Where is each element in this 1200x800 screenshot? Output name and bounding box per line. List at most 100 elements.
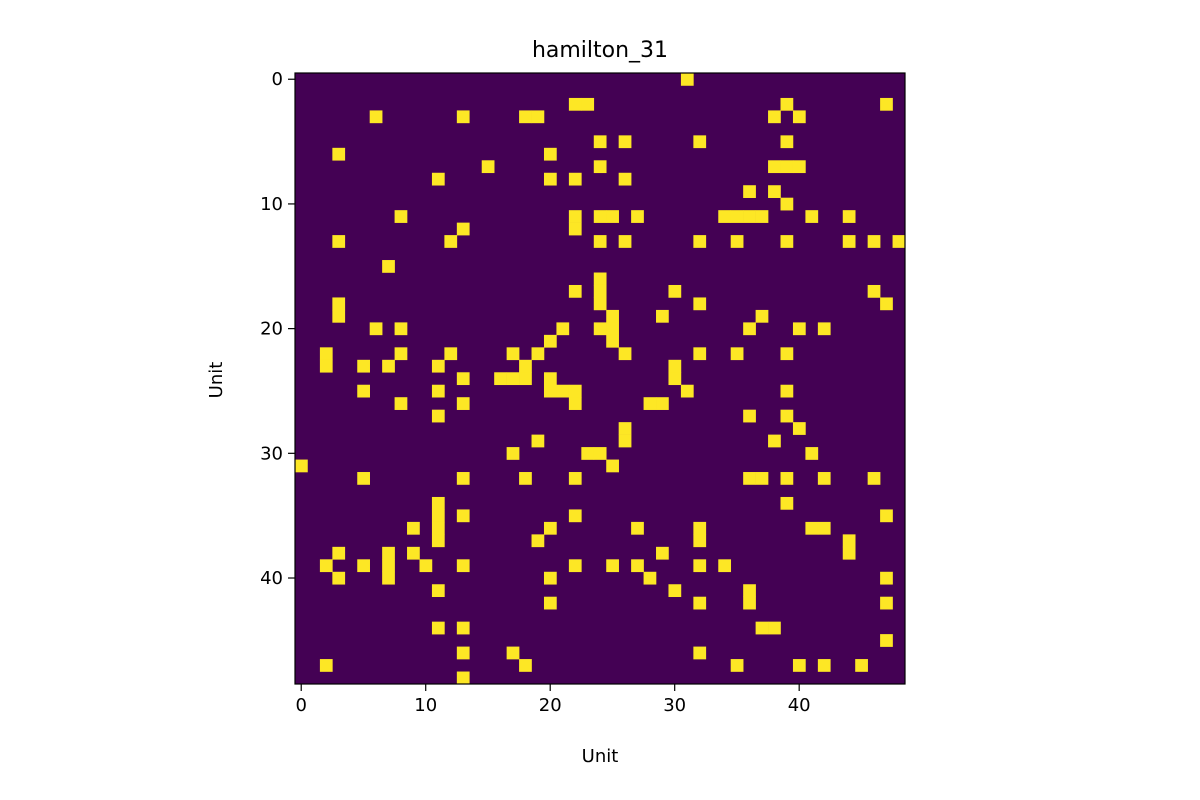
heatmap-cell [382,359,395,373]
heatmap-cell [842,235,856,248]
heatmap-cell [643,397,657,410]
x-tick-label: 10 [414,695,437,716]
x-axis-label: Unit [582,746,619,767]
heatmap-cell [319,359,333,373]
heatmap-cell [842,546,856,560]
heatmap-cell [456,397,470,410]
heatmap-cell [568,222,582,236]
heatmap-cell [656,309,669,323]
heatmap-cell [456,222,470,236]
heatmap-plot-area [294,72,906,685]
heatmap-cell [568,284,582,298]
heatmap-cell [768,185,781,198]
heatmap-cell [543,521,557,535]
heatmap-cell [668,584,682,598]
heatmap-cell [730,210,744,223]
heatmap-cell [568,472,582,485]
heatmap-cell [444,235,458,248]
heatmap-cell [543,172,557,186]
heatmap-cell [494,372,507,386]
heatmap-cell [780,347,794,361]
y-tick-label: 20 [260,319,283,340]
heatmap-cell [693,235,707,248]
heatmap-cell [718,559,732,573]
heatmap-cell [618,172,632,186]
heatmap-cell [519,359,532,373]
heatmap-cell [531,347,545,361]
heatmap-cell [780,496,794,510]
y-axis-ticks: 0 10 20 30 40 [260,69,295,589]
heatmap-cell [568,210,582,223]
heatmap-cell [543,147,557,161]
x-axis-ticks: 0 10 20 30 40 [295,684,811,716]
heatmap-cell [519,472,532,485]
heatmap-cell [332,297,346,311]
heatmap-cell [519,110,532,124]
heatmap-cell [693,596,707,610]
heatmap-cell [618,235,632,248]
heatmap-cell [618,347,632,361]
heatmap-cell [519,372,532,386]
heatmap-cell [631,559,644,573]
heatmap-cell [805,447,819,460]
heatmap-cell [456,559,470,573]
heatmap-cell [668,372,682,386]
heatmap-cell [768,110,781,124]
heatmap-cell [444,347,458,361]
heatmap-cell [593,135,607,149]
heatmap-cell [543,334,557,348]
x-tick-label: 30 [663,695,686,716]
heatmap-cell [456,646,470,660]
heatmap-cell [581,447,595,460]
heatmap-cell [792,422,806,435]
heatmap-cell [768,621,781,635]
chart-title: hamilton_31 [532,38,668,63]
heatmap-cell [755,472,769,485]
heatmap-cell [456,110,470,124]
heatmap-cell [743,409,756,423]
heatmap-cell [357,384,370,398]
heatmap-cell [319,347,333,361]
heatmap-cell [568,509,582,523]
heatmap-cell [606,559,619,573]
heatmap-cell [656,546,669,560]
heatmap-cell [456,671,470,685]
heatmap-cell [456,509,470,523]
heatmap-cell [743,472,756,485]
heatmap-cell [593,235,607,248]
heatmap-cell [780,135,794,149]
heatmap-cell [543,384,557,398]
heatmap-cell [506,347,520,361]
heatmap-cell [456,472,470,485]
heatmap-cell [768,434,781,448]
heatmap-cell [693,135,707,149]
heatmap-cell [593,284,607,298]
heatmap-cell [556,384,570,398]
heatmap-cell [543,596,557,610]
heatmap-cell [593,297,607,311]
y-tick-label: 30 [260,443,283,464]
heatmap-cell [693,521,707,535]
y-tick-label: 0 [272,69,283,90]
heatmap-cell [892,235,906,248]
heatmap-cell [319,559,333,573]
heatmap-cell [618,434,632,448]
heatmap-cell [842,210,856,223]
heatmap-cell [880,509,893,523]
x-tick-label: 20 [539,695,562,716]
heatmap-cell [842,534,856,548]
heatmap-cell [606,334,619,348]
heatmap-cell [743,596,756,610]
heatmap-cell [743,584,756,598]
heatmap-cell [743,185,756,198]
heatmap-cell [693,347,707,361]
heatmap-cell [768,160,781,174]
heatmap-cell [332,309,346,323]
heatmap-cell [369,110,383,124]
heatmap-cell [805,521,819,535]
heatmap-cell [693,534,707,548]
heatmap-cell [419,559,433,573]
heatmap-cell [780,160,794,174]
heatmap-cell [867,235,881,248]
heatmap-cell [369,322,383,336]
